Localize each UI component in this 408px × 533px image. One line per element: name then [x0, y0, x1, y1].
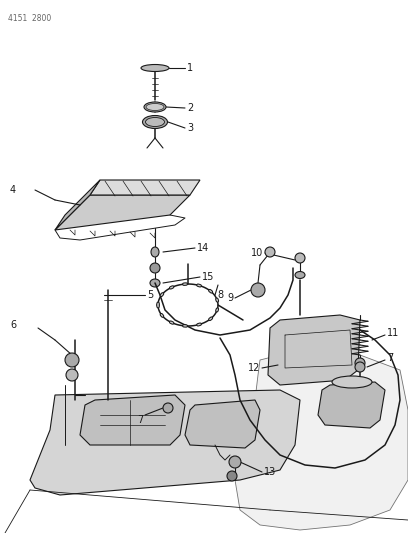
- Text: 7: 7: [137, 415, 143, 425]
- Polygon shape: [185, 400, 260, 448]
- Text: 1: 1: [187, 63, 193, 73]
- Text: 8: 8: [217, 290, 223, 300]
- Polygon shape: [80, 395, 185, 445]
- Polygon shape: [55, 180, 100, 230]
- Polygon shape: [55, 195, 190, 230]
- Text: 5: 5: [147, 290, 153, 300]
- Circle shape: [163, 403, 173, 413]
- Polygon shape: [318, 382, 385, 428]
- Ellipse shape: [146, 103, 164, 110]
- Ellipse shape: [142, 116, 168, 128]
- Polygon shape: [30, 390, 300, 495]
- Text: 11: 11: [387, 328, 399, 338]
- Ellipse shape: [295, 271, 305, 279]
- Polygon shape: [268, 315, 360, 385]
- Text: 2: 2: [187, 103, 193, 113]
- Text: 7: 7: [387, 353, 393, 363]
- Text: 13: 13: [264, 467, 276, 477]
- Ellipse shape: [150, 279, 160, 287]
- Circle shape: [355, 358, 365, 368]
- Circle shape: [355, 362, 365, 372]
- Circle shape: [150, 263, 160, 273]
- Polygon shape: [90, 180, 200, 195]
- Text: 14: 14: [197, 243, 209, 253]
- Circle shape: [251, 283, 265, 297]
- Text: 15: 15: [202, 272, 214, 282]
- Text: 4151  2800: 4151 2800: [8, 14, 51, 23]
- Circle shape: [65, 353, 79, 367]
- Circle shape: [265, 247, 275, 257]
- Text: 9: 9: [227, 293, 233, 303]
- Ellipse shape: [332, 376, 372, 388]
- Ellipse shape: [144, 102, 166, 112]
- Text: 10: 10: [251, 248, 263, 258]
- Text: 4: 4: [10, 185, 16, 195]
- Polygon shape: [235, 350, 408, 530]
- Circle shape: [66, 369, 78, 381]
- Ellipse shape: [151, 247, 159, 257]
- Text: 3: 3: [187, 123, 193, 133]
- Ellipse shape: [141, 64, 169, 71]
- Circle shape: [295, 253, 305, 263]
- Circle shape: [227, 471, 237, 481]
- Text: 12: 12: [248, 363, 260, 373]
- Circle shape: [229, 456, 241, 468]
- Text: 6: 6: [10, 320, 16, 330]
- Ellipse shape: [146, 117, 164, 126]
